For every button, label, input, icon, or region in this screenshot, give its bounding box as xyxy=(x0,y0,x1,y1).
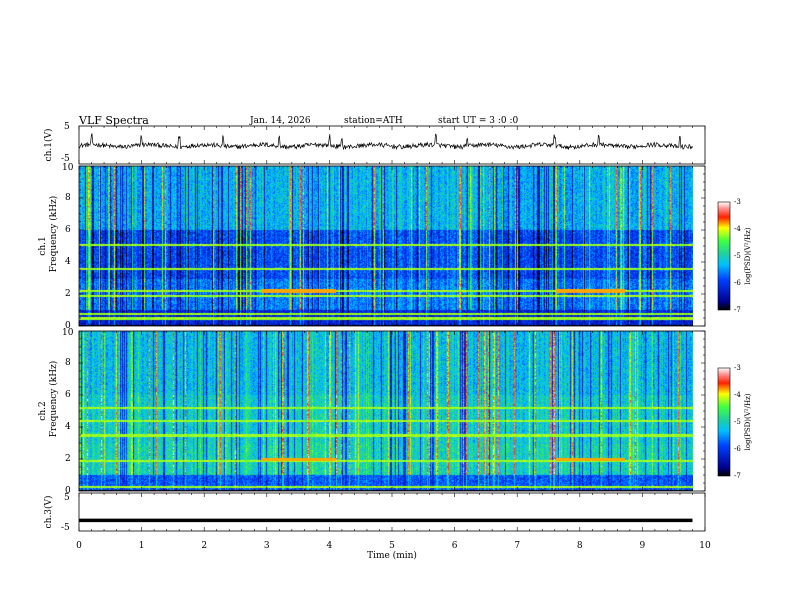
ch1-colorbar: -3 -4 -5 -6 -7 log(PSD)(V²/Hz) xyxy=(717,198,752,314)
ch2-colorbar-tick-m6: -6 xyxy=(734,445,741,453)
ch1-colorbar-tick-m5: -5 xyxy=(734,252,741,260)
ch1-ytick-8: 8 xyxy=(65,193,71,203)
ch2-colorbar-tick-m3: -3 xyxy=(734,364,741,372)
axis-ticks xyxy=(78,126,706,531)
ch2-ytick-2: 2 xyxy=(65,454,71,464)
ch2-colorbar-scale xyxy=(717,367,731,477)
ch2-colorbar: -3 -4 -5 -6 -7 log(PSD)(V²/Hz) xyxy=(717,364,752,480)
ch1-colorbar-tick-m4: -4 xyxy=(734,225,741,233)
xtick-2: 2 xyxy=(201,541,207,551)
ch1-colorbar-label: log(PSD)(V²/Hz) xyxy=(744,227,752,284)
ch1-frequency-label: Frequency (kHz) xyxy=(48,196,59,273)
ch1-spectrogram-channel-label: ch.1 xyxy=(38,236,48,255)
ch2-colorbar-tick-m4: -4 xyxy=(734,391,741,399)
ch1-colorbar-tick-m7: -7 xyxy=(734,306,741,314)
ch2-colorbar-tick-m7: -7 xyxy=(734,472,741,480)
ch1-ytick-10: 10 xyxy=(62,163,74,173)
ch2-ytick-4: 4 xyxy=(65,422,71,432)
ch2-spectrogram-channel-label: ch.2 xyxy=(38,401,48,420)
station-label: station=ATH xyxy=(344,116,403,126)
ch2-spectrogram-panel: 0 2 4 6 8 10 ch.2 Frequency (kHz) xyxy=(38,328,706,496)
xtick-1: 1 xyxy=(139,541,145,551)
x-axis-label: Time (min) xyxy=(367,550,417,561)
ch2-ytick-0: 0 xyxy=(65,486,71,496)
ch2-colorbar-tick-m5: -5 xyxy=(734,418,741,426)
ch2-ytick-8: 8 xyxy=(65,358,71,368)
ch3-waveform-panel: 5 -5 ch.3(V) xyxy=(43,492,706,533)
ch2-ytick-10: 10 xyxy=(62,328,74,338)
xtick-7: 7 xyxy=(514,541,520,551)
ch3-ytick-bottom: -5 xyxy=(61,523,70,533)
xtick-0: 0 xyxy=(76,541,82,551)
ch2-frequency-label: Frequency (kHz) xyxy=(48,361,59,438)
ch1-ytick-bottom: -5 xyxy=(61,154,70,164)
ch2-colorbar-label: log(PSD)(V²/Hz) xyxy=(744,393,752,450)
xtick-8: 8 xyxy=(577,541,583,551)
ch3-ytick-top: 5 xyxy=(64,493,70,503)
ch1-ytick-0: 0 xyxy=(65,321,71,331)
ch1-spectrogram-image xyxy=(79,166,693,326)
start-ut-label: start UT = 3 :0 :0 xyxy=(438,116,518,126)
x-axis: 0 1 2 3 4 5 6 7 8 9 10 Time (min) xyxy=(76,541,711,561)
ch1-spectrogram-panel: 0 2 4 6 8 10 ch.1 Frequency (kHz) xyxy=(38,163,706,331)
xtick-6: 6 xyxy=(452,541,458,551)
ch3-ylabel: ch.3(V) xyxy=(43,496,54,529)
ch2-ytick-6: 6 xyxy=(65,390,71,400)
ch2-spectrogram-image xyxy=(79,331,693,491)
ch1-ytick-6: 6 xyxy=(65,225,71,235)
ch1-waveform-panel: 5 -5 ch.1(V) xyxy=(43,122,706,165)
ch1-trace xyxy=(79,133,693,151)
date-label: Jan. 14, 2026 xyxy=(249,116,311,126)
ch1-colorbar-tick-m3: -3 xyxy=(734,198,741,206)
ch3-frame xyxy=(78,492,706,532)
ch1-ylabel: ch.1(V) xyxy=(43,129,54,162)
ch1-colorbar-scale xyxy=(717,201,731,311)
xtick-5: 5 xyxy=(389,541,395,551)
figure-title: VLF Spectra xyxy=(78,114,149,127)
ch1-ytick-top: 5 xyxy=(64,122,70,132)
xtick-9: 9 xyxy=(640,541,646,551)
ch1-colorbar-tick-m6: -6 xyxy=(734,279,741,287)
xtick-10: 10 xyxy=(699,541,711,551)
xtick-4: 4 xyxy=(327,541,333,551)
ch1-ytick-2: 2 xyxy=(65,289,71,299)
ch1-ytick-4: 4 xyxy=(65,257,71,267)
xtick-3: 3 xyxy=(264,541,270,551)
